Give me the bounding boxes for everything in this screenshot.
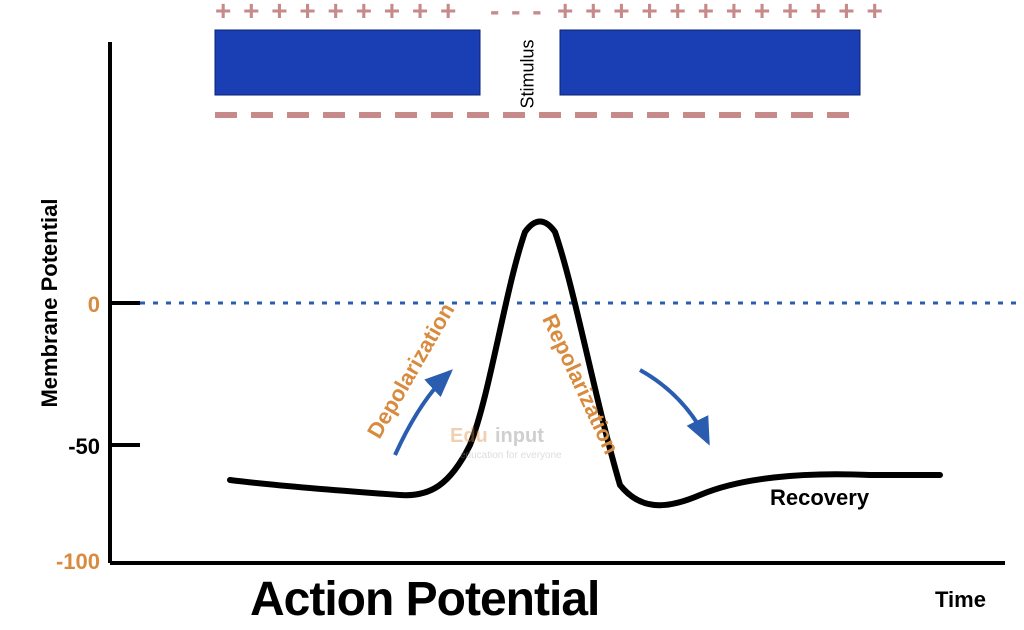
stimulus-label: Stimulus (518, 29, 539, 109)
watermark-edu: Edu (450, 425, 488, 448)
chart-svg: + + + + + + + + + - - - + + + + + + + + … (0, 0, 1024, 630)
watermark-sub: education for everyone (460, 450, 562, 461)
chart-title: Action Potential (250, 572, 599, 627)
charge-row-right: + + + + + + + + + + + + (557, 0, 885, 26)
membrane-bar-left (215, 30, 480, 95)
repolarization-arrow (640, 370, 708, 442)
y-tick-label-50: -50 (40, 434, 100, 460)
charge-row-left: + + + + + + + + + (215, 0, 458, 26)
recovery-label: Recovery (770, 485, 869, 511)
membrane-bar-right (560, 30, 860, 95)
watermark-input: input (495, 425, 544, 448)
y-tick-label-100: -100 (40, 549, 100, 575)
x-axis-label: Time (935, 587, 986, 613)
y-tick-label-0: 0 (40, 292, 100, 318)
charge-row-mid: - - - (490, 0, 544, 26)
